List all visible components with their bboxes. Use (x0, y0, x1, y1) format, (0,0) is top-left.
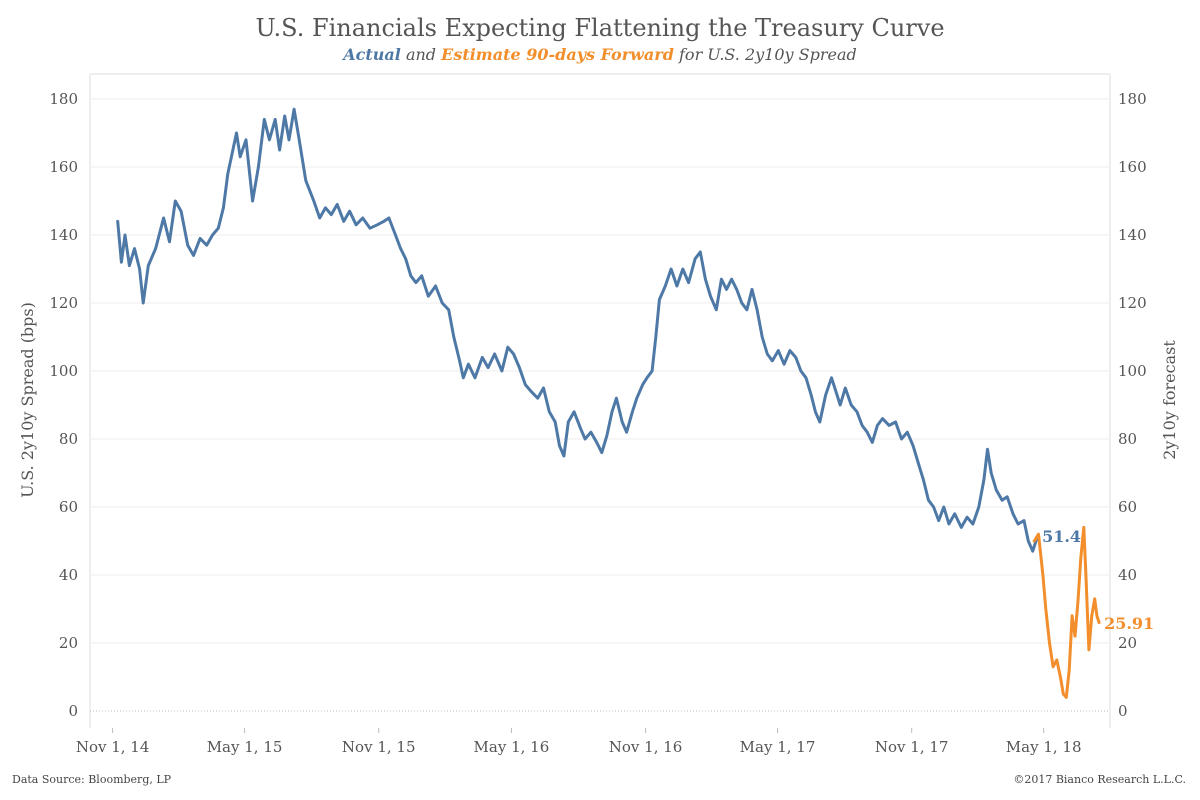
copyright-note: ©2017 Bianco Research L.L.C. (1013, 773, 1186, 786)
y-tick-left-20: 20 (59, 634, 78, 652)
y-axis-label-left: U.S. 2y10y Spread (bps) (18, 302, 37, 498)
subtitle-rest: for U.S. 2y10y Spread (673, 45, 857, 64)
y-tick-right-60: 60 (1118, 498, 1137, 516)
x-tick-label-1: May 1, 15 (207, 738, 283, 756)
y-tick-right-160: 160 (1118, 158, 1147, 176)
y-tick-right-100: 100 (1118, 362, 1147, 380)
y-tick-left-120: 120 (49, 294, 78, 312)
y-tick-left-0: 0 (68, 702, 78, 720)
x-axis: Nov 1, 14 May 1, 15 Nov 1, 15 May 1, 16 Nov … (76, 728, 1082, 756)
x-tick-label-0: Nov 1, 14 (76, 738, 150, 756)
y-tick-right-140: 140 (1118, 226, 1147, 244)
y-axis-right: 0 20 40 60 80 100 120 140 160 180 (1118, 90, 1147, 720)
data-source-note: Data Source: Bloomberg, LP (12, 773, 172, 786)
end-label-actual: 51.4 (1042, 527, 1081, 546)
series-line-forecast (1032, 525, 1101, 699)
y-tick-right-20: 20 (1118, 634, 1137, 652)
chart-subtitle: Actual and Estimate 90-days Forward for … (0, 45, 1200, 64)
y-axis-left: 0 20 40 60 80 100 120 140 160 180 (49, 90, 78, 720)
chart-title: U.S. Financials Expecting Flattening the… (255, 14, 945, 42)
x-tick-label-4: Nov 1, 16 (609, 738, 683, 756)
x-tick-label-6: Nov 1, 17 (875, 738, 949, 756)
y-tick-left-100: 100 (49, 362, 78, 380)
series-line-actual (116, 107, 1039, 553)
y-tick-left-160: 160 (49, 158, 78, 176)
subtitle-actual: Actual (343, 45, 401, 64)
y-tick-left-60: 60 (59, 498, 78, 516)
y-tick-left-40: 40 (59, 566, 78, 584)
x-tick-label-2: Nov 1, 15 (342, 738, 416, 756)
y-tick-right-120: 120 (1118, 294, 1147, 312)
y-tick-left-80: 80 (59, 430, 78, 448)
y-tick-left-180: 180 (49, 90, 78, 108)
y-tick-right-180: 180 (1118, 90, 1147, 108)
series-layer (116, 107, 1101, 699)
subtitle-estimate: Estimate 90-days Forward (441, 45, 674, 64)
end-label-forecast: 25.91 (1104, 614, 1154, 633)
y-tick-left-140: 140 (49, 226, 78, 244)
gridlines (90, 98, 1110, 712)
y-tick-right-40: 40 (1118, 566, 1137, 584)
end-labels: 51.4 25.91 (1042, 527, 1154, 633)
x-tick-label-3: May 1, 16 (474, 738, 550, 756)
x-tick-label-7: May 1, 18 (1006, 738, 1082, 756)
y-tick-right-0: 0 (1118, 702, 1128, 720)
subtitle-and: and (400, 45, 442, 64)
y-tick-right-80: 80 (1118, 430, 1137, 448)
plot-frame (89, 73, 1111, 728)
x-tick-label-5: May 1, 17 (740, 738, 816, 756)
y-axis-label-right: 2y10y forecast (1160, 340, 1179, 460)
